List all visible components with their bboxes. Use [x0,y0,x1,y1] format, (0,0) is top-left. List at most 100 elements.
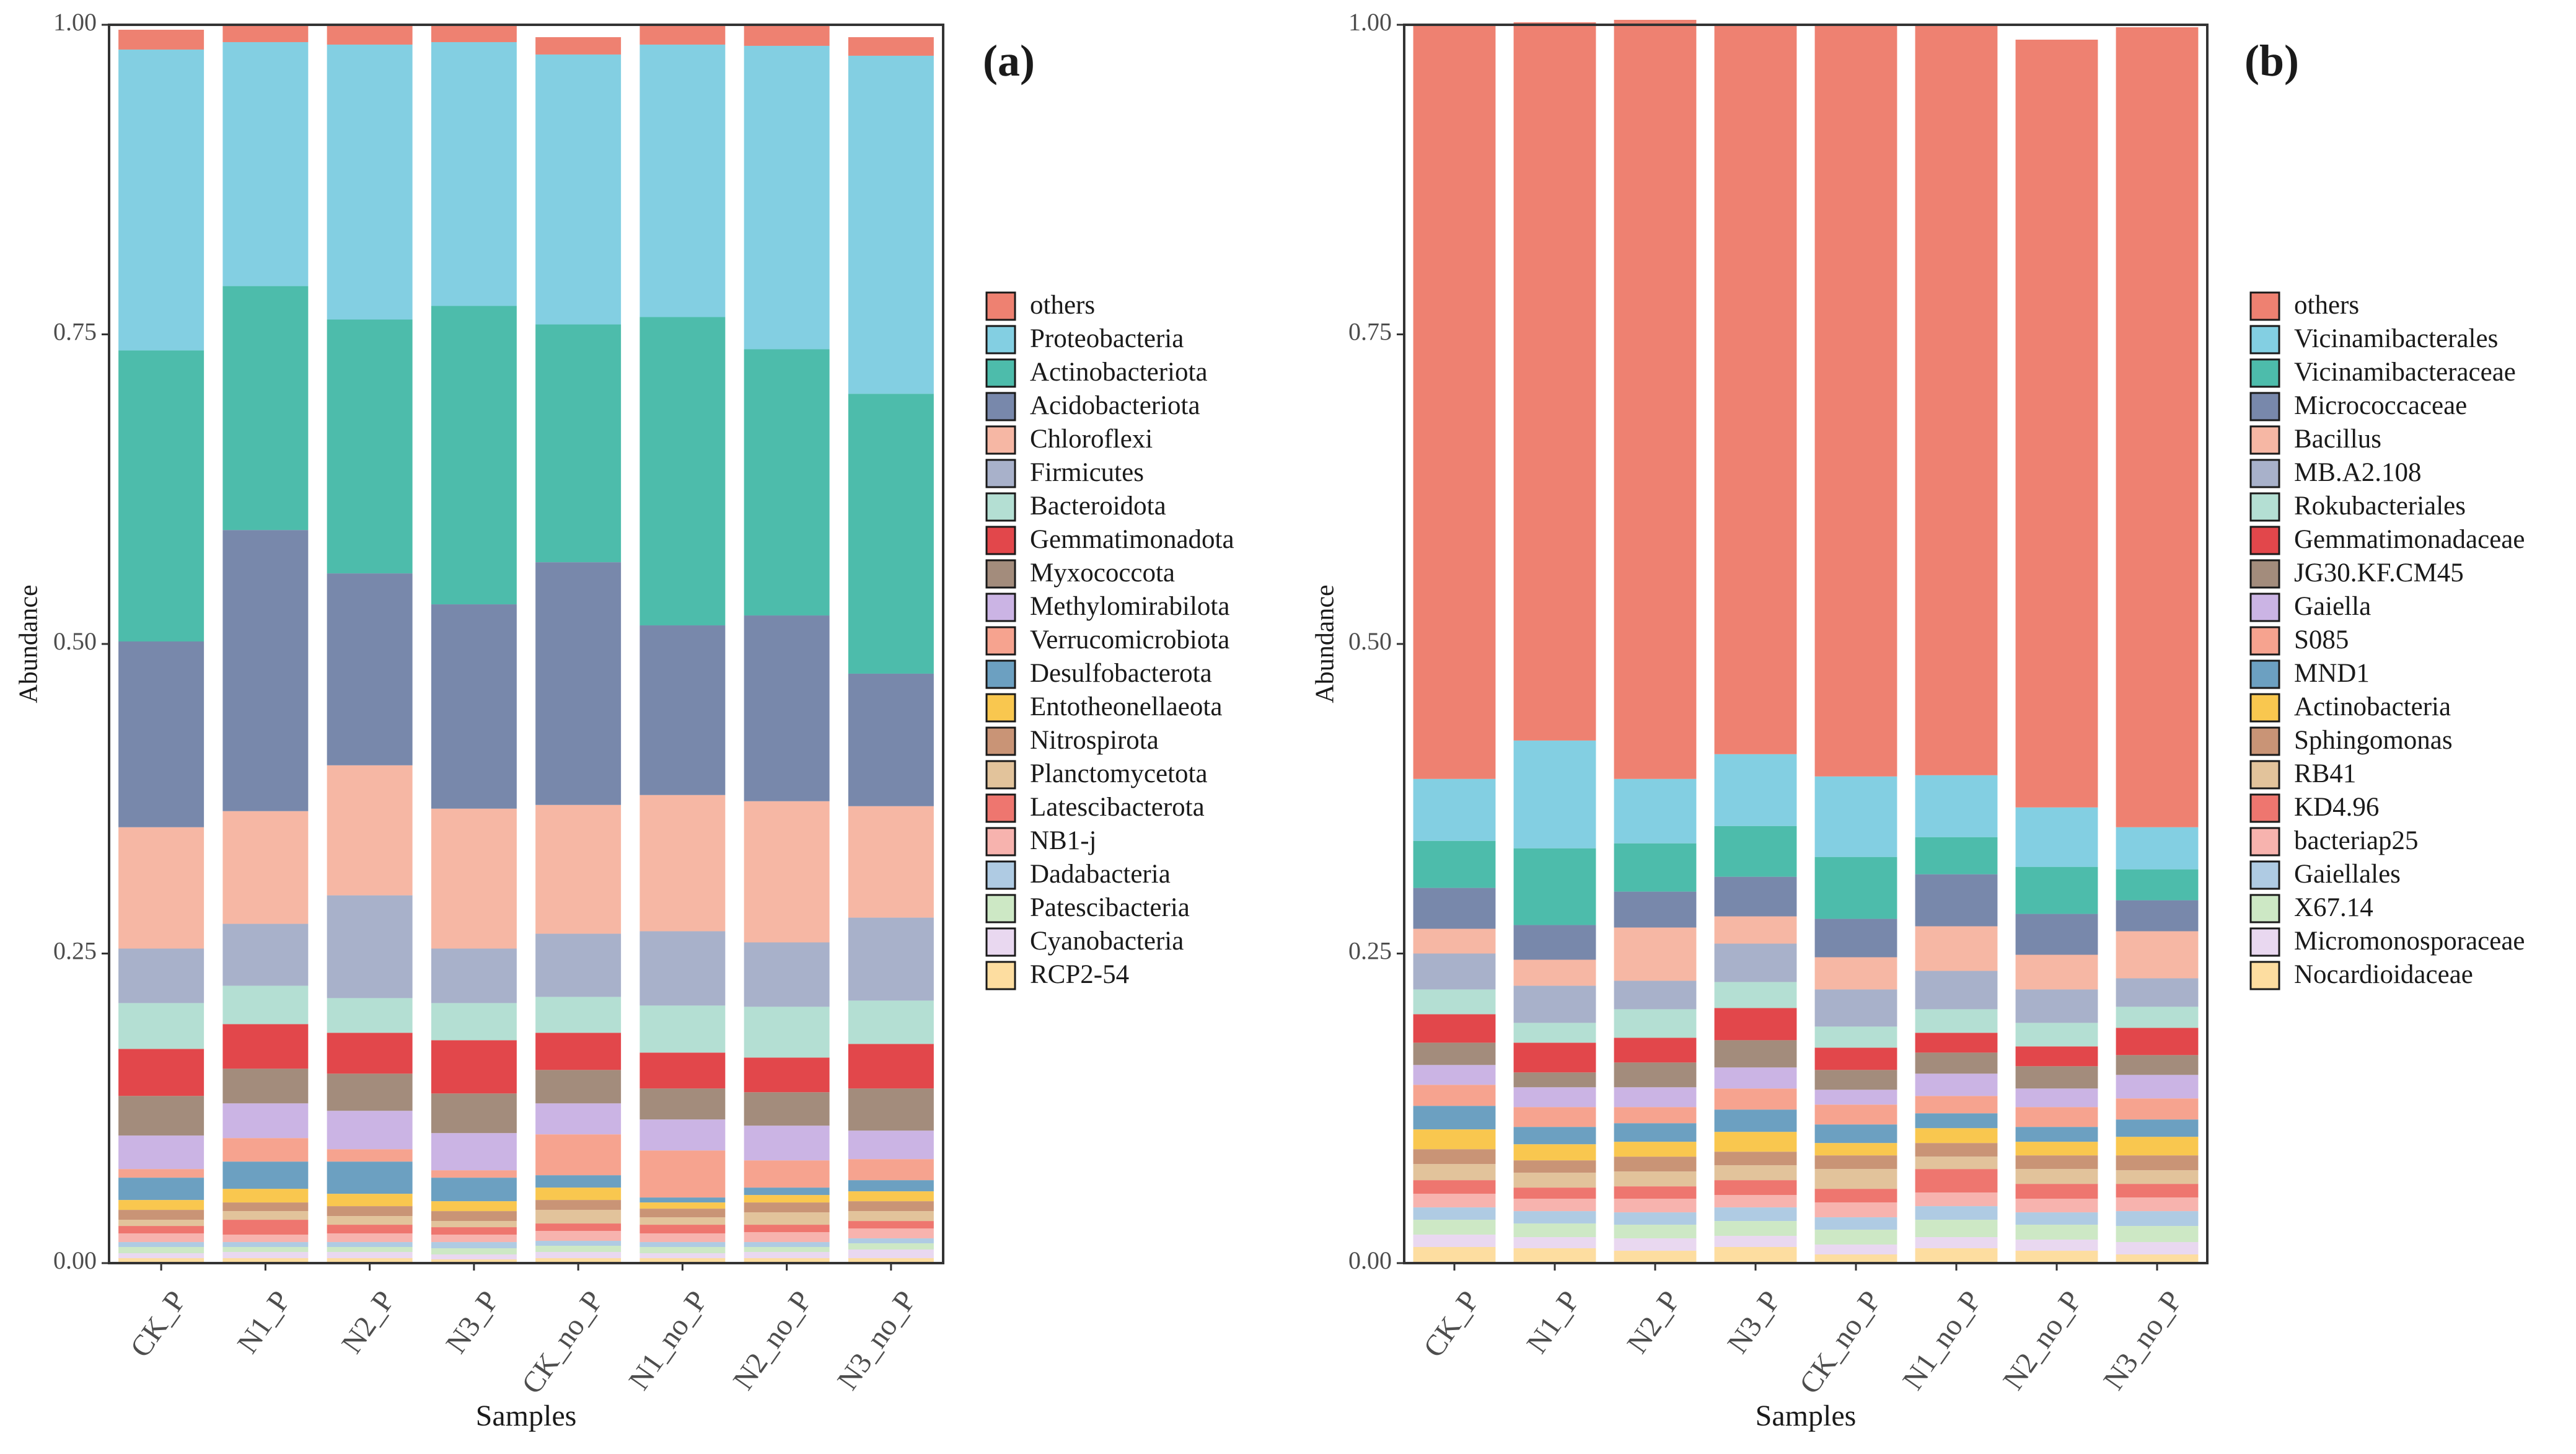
bar-segment-N3_no_P-Micrococcaceae [2116,900,2199,932]
legend-swatch [2249,526,2280,555]
bar-segment-N3_no_P-JG30.KF.CM45 [2116,1055,2199,1075]
bar-segment-N2_no_P-RB41 [2015,1169,2098,1184]
bar-segment-N1_no_P-Micrococcaceae [1915,874,1998,927]
legend-swatch [2249,425,2280,455]
bar-segment-N1_P-Firmicutes [222,923,309,986]
bar-segment-N1_no_P-Vicinamibacterales [1915,775,1998,837]
x-axis-title: Samples [476,1399,577,1432]
bar-segment-N2_P-Actinobacteria [1614,1142,1697,1157]
legend-label: Vicinamibacteraceae [2294,358,2516,387]
bar-segment-N2_P-Chloroflexi [327,765,413,896]
bar-segment-N2_no_P-Nitrospirota [744,1202,830,1213]
bar-segment-N1_no_P-Patescibacteria [640,1247,726,1254]
x-axis-title: Samples [1756,1399,1857,1432]
x-tick-label: N2_P [1620,1285,1686,1359]
legend-swatch [985,593,1016,622]
bar-segment-N2_no_P-Verrucomicrobiota [744,1160,830,1188]
bar-segment-N3_no_P-Gemmatimonadota [848,1044,934,1089]
legend-swatch [2249,827,2280,857]
bar-segment-N1_P-Bacillus [1513,959,1596,986]
bar-segment-CK_P-Bacteroidota [118,1003,204,1049]
bar-segment-CK_no_P-Dadabacteria [535,1241,622,1246]
bar-segment-CK_no_P-RCP2-54 [535,1258,622,1263]
bar-segment-N2_no_P-Micrococcaceae [2015,914,2098,955]
bar-segment-N1_P-Entotheonellaeota [222,1189,309,1203]
bar-segment-N1_P-Sphingomonas [1513,1160,1596,1173]
bar-segment-N3_P-Bacteroidota [431,1003,517,1041]
legend-label: Bacillus [2294,425,2381,454]
x-tick-label: N3_no_P [2097,1285,2188,1396]
bar-segment-N3_P-KD4.96 [1714,1180,1797,1196]
bar-segment-CK_no_P-others [535,37,622,55]
x-tick-label: N1_no_P [622,1285,713,1396]
bar-segment-N1_no_P-Actinobacteria [1915,1128,1998,1143]
bar-segment-N3_no_P-Methylomirabilota [848,1130,934,1160]
legend-label: Bacteroidota [1030,491,1166,521]
bar-segment-N1_no_P-Methylomirabilota [640,1119,726,1151]
bar-segment-N3_P-Bacillus [1714,916,1797,944]
x-tick-label: N3_no_P [831,1285,922,1396]
x-tick-label: CK_no_P [1793,1285,1887,1400]
bar-segment-N3_no_P-Actinobacteria [2116,1137,2199,1156]
bar-segment-CK_no_P-Firmicutes [535,933,622,997]
bar-segment-N1_P-Proteobacteria [222,42,309,286]
panel-a: CK_P N1_P N2_P N3_P CK_no_P N1_no_P N2_no_P N3_… [15,8,1234,1432]
bar-segment-N3_P-RB41 [1714,1165,1797,1181]
bar-segment-N2_no_P-Planctomycetota [744,1212,830,1225]
legend-swatch [985,325,1016,355]
legend-swatch [2249,793,2280,823]
bar-segment-CK_P-Gemmatimonadota [118,1049,204,1096]
legend-swatch [985,392,1016,421]
bar-segment-N2_P-Gaiella [1614,1087,1697,1108]
bar-segment-N3_P-Micromonosporaceae [1714,1236,1797,1248]
bar-segment-N3_no_P-Gaiella [2116,1075,2199,1099]
legend-label: Planctomycetota [1030,759,1208,788]
bar-segment-N1_P-Acidobacteriota [222,530,309,811]
bar-segment-N3_no_P-MND1 [2116,1119,2199,1137]
bar-segment-N1_P-KD4.96 [1513,1187,1596,1199]
bar-segment-N1_no_P-Latescibacterota [640,1225,726,1234]
bar-segment-N2_P-Entotheonellaeota [327,1194,413,1207]
bar-segment-CK_P-Dadabacteria [118,1242,204,1248]
bar-segment-N3_P-Chloroflexi [431,808,517,949]
bar-segment-CK_P-Gaiellales [1413,1207,1496,1220]
bar-segment-N3_no_P-Cyanobacteria [848,1249,934,1259]
legend-label: others [1030,291,1095,320]
bar-segment-N2_P-bacteriap25 [1614,1199,1697,1213]
legend-swatch [985,726,1016,756]
legend-swatch [985,492,1016,522]
bar-segment-N1_no_P-Planctomycetota [640,1217,726,1225]
legend-label: Verrucomicrobiota [1030,625,1229,654]
legend-label: KD4.96 [2294,793,2379,822]
bar-segment-N1_P-Vicinamibacteraceae [1513,848,1596,925]
bar-segment-N2_no_P-X67.14 [2015,1225,2098,1240]
bar-segment-N2_P-Vicinamibacteraceae [1614,843,1697,892]
legend-swatch [985,927,1016,957]
bar-segment-CK_P-Chloroflexi [118,827,204,949]
legend-swatch [2249,927,2280,957]
bar-segment-N1_P-Myxococcota [222,1068,309,1104]
y-tick-label: 0.75 [1348,318,1392,346]
bar-segment-N2_no_P-Desulfobacterota [744,1187,830,1196]
bar-segment-CK_no_P-Actinobacteriota [535,324,622,563]
bar-segment-N2_P-others [327,25,413,45]
x-tick-label: N2_no_P [727,1285,818,1396]
bar-segment-N1_no_P-others [640,25,726,45]
bar-segment-N3_no_P-Rokubacteriales [2116,1007,2199,1028]
bar-segment-N2_P-JG30.KF.CM45 [1614,1062,1697,1088]
bar-segment-N3_no_P-Dadabacteria [848,1238,934,1244]
bar-segment-N3_P-bacteriap25 [1714,1195,1797,1208]
bar-segment-N1_no_P-Nitrospirota [640,1209,726,1218]
y-tick-label: 1.00 [1348,8,1392,36]
bar-segment-CK_no_P-Latescibacterota [535,1223,622,1231]
bar-segment-N2_P-MND1 [1614,1123,1697,1142]
bar-segment-N2_no_P-others [744,25,830,46]
legend-label: Nitrospirota [1030,726,1159,755]
bar-segment-N3_P-Patescibacteria [431,1248,517,1255]
bar-segment-N1_no_P-X67.14 [1915,1220,1998,1238]
bar-segment-CK_no_P-Chloroflexi [535,804,622,934]
bar-segment-N2_P-Planctomycetota [327,1216,413,1225]
bar-segment-N3_P-S085 [1714,1088,1797,1110]
bar-segment-N2_no_P-Proteobacteria [744,45,830,350]
x-tick-label: N3_P [1721,1285,1787,1359]
